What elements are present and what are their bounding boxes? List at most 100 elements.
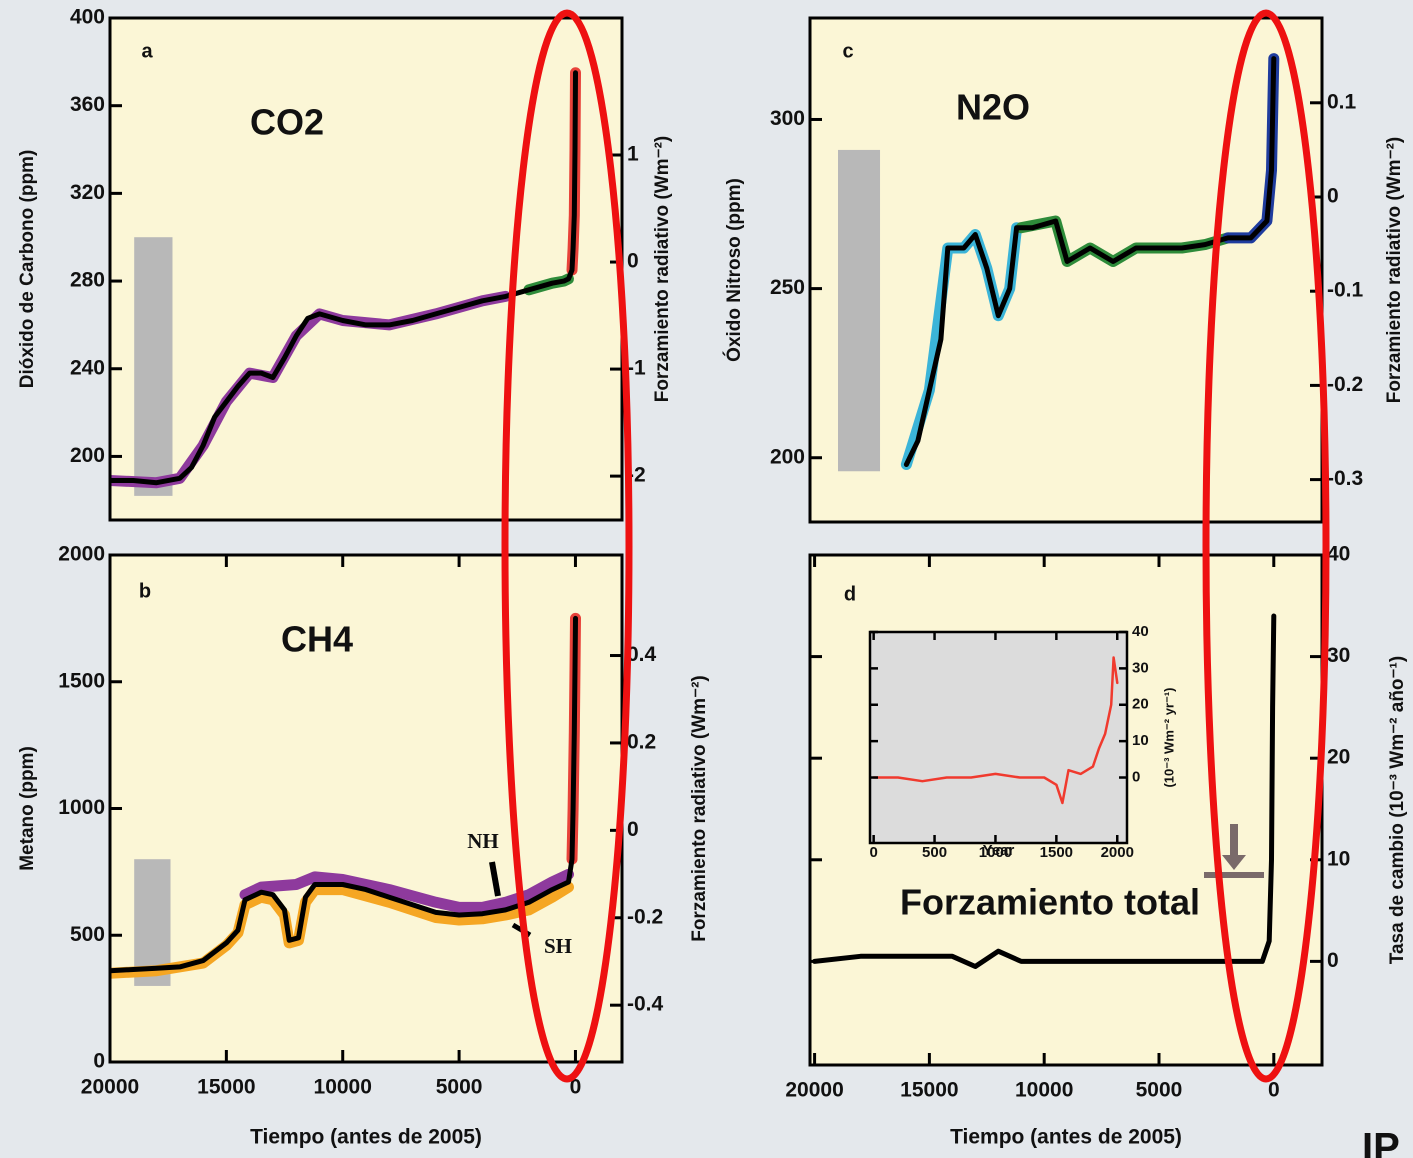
x-axis-label: Tiempo (antes de 2005): [950, 1126, 1182, 1149]
y-tick-label: 300: [770, 107, 805, 130]
x-tick-label: 15000: [900, 1079, 958, 1102]
y-tick-label: 400: [70, 6, 105, 29]
y2-tick-label: 1: [627, 143, 639, 166]
y-axis-label: Óxido Nitroso (ppm): [723, 178, 745, 362]
x-tick-label: 10000: [1015, 1079, 1073, 1102]
panel-label: d: [844, 583, 856, 605]
y2-tick-label: -0.1: [1327, 279, 1364, 302]
x-tick-label: 20000: [81, 1076, 139, 1099]
data-line: [239, 868, 574, 913]
y2-axis-label: Forzamiento radiativo (Wm⁻²): [652, 136, 673, 403]
y-tick-label: 2000: [58, 543, 105, 566]
y2-tick-label: 20: [1327, 746, 1350, 769]
panel-label: b: [139, 580, 151, 602]
y2-tick-label: 0: [1327, 949, 1339, 972]
x-tick-label: 1000: [979, 844, 1012, 861]
annotation: NH: [467, 829, 499, 853]
x-tick-label: 2000: [1101, 844, 1134, 861]
y-axis-label: Dióxido de Carbono (ppm): [17, 150, 38, 389]
y2-axis-label: Tasa de cambio (10⁻³ Wm⁻² año⁻¹): [1387, 656, 1408, 964]
y2-tick-label: 40: [1327, 543, 1350, 566]
y2-tick-label: 10: [1132, 732, 1149, 749]
y2-tick-label: 0: [627, 250, 639, 273]
y2-tick-label: 0: [1327, 185, 1339, 208]
panel-label: a: [141, 40, 153, 62]
x-tick-label: 0: [1268, 1079, 1280, 1102]
y2-axis-label: Forzamiento radiativo (Wm⁻²): [689, 675, 710, 942]
overlay: [489, 9, 1330, 1083]
plot-frame: [808, 553, 1324, 1067]
panel-label: c: [842, 40, 853, 62]
y2-tick-label: 0: [627, 818, 639, 841]
x-tick-label: 500: [922, 844, 947, 861]
y-tick-label: 1500: [58, 669, 105, 692]
y2-tick-label: 40: [1132, 623, 1149, 640]
y2-tick-label: 10: [1327, 847, 1350, 870]
y-tick-label: 250: [770, 276, 805, 299]
series-group: [872, 656, 1119, 805]
x-tick-label: 5000: [1136, 1079, 1183, 1102]
x-tick-label: 15000: [197, 1076, 255, 1099]
plot-area: [870, 632, 1127, 843]
data-line: [110, 615, 578, 974]
annotation: SH: [544, 934, 572, 958]
data-line: [872, 656, 1119, 805]
series-group: [110, 612, 581, 979]
y2-tick-label: -0.3: [1327, 467, 1363, 490]
highlight-ellipse: [1202, 9, 1330, 1083]
y2-tick-label: 0.4: [627, 643, 657, 666]
y2-axis-label: (10⁻³ Wm⁻² yr⁻¹): [1161, 687, 1176, 787]
shaded-range: [838, 149, 881, 472]
plot-area: [110, 18, 622, 520]
data-line: [903, 56, 1277, 467]
x-tick-label: 0: [570, 1076, 582, 1099]
y-tick-label: 500: [70, 923, 105, 946]
x-axis-label: Tiempo (antes de 2005): [250, 1126, 482, 1149]
y-tick-label: 1000: [58, 796, 105, 819]
x-tick-label: 0: [869, 844, 877, 861]
y2-tick-label: 20: [1132, 696, 1149, 713]
y2-tick-label: 30: [1327, 644, 1350, 667]
y2-tick-label: 0: [1132, 768, 1140, 785]
y2-tick-label: -0.2: [1327, 373, 1363, 396]
plot-area: [810, 18, 1322, 522]
plot-area: [110, 555, 622, 1062]
panel-title: CH4: [281, 619, 353, 660]
panel-title: Forzamiento total: [900, 882, 1200, 923]
y2-tick-label: 30: [1132, 659, 1149, 676]
series-group: [812, 613, 1277, 969]
x-tick-label: 10000: [314, 1076, 372, 1099]
x-tick-label: 5000: [436, 1076, 483, 1099]
shaded-range: [134, 237, 173, 496]
y-tick-label: 0: [93, 1050, 105, 1073]
panel-title: N2O: [956, 87, 1030, 128]
y2-tick-label: -0.2: [627, 905, 663, 928]
y-tick-label: 360: [70, 93, 105, 116]
plot-frame: [868, 630, 1129, 845]
nh-pointer: [489, 861, 501, 897]
y-tick-label: 280: [70, 269, 105, 292]
x-axis-label: Year: [983, 842, 1015, 859]
y2-axis-label: Forzamiento radiativo (Wm⁻²): [1384, 137, 1405, 404]
panel-title: CO2: [250, 102, 324, 143]
y-tick-label: 200: [70, 444, 105, 467]
data-line: [812, 613, 1277, 969]
series-group: [900, 53, 1280, 470]
y-tick-label: 200: [770, 445, 805, 468]
plot-frame: [808, 16, 1324, 524]
y-axis-label: Metano (ppm): [17, 746, 38, 871]
y-tick-label: 320: [70, 181, 105, 204]
y2-tick-label: -1: [627, 357, 646, 380]
x-tick-label: 20000: [785, 1079, 843, 1102]
x-tick-label: 1500: [1040, 844, 1073, 861]
arrow-head: [1222, 855, 1246, 870]
y2-tick-label: 0.1: [1327, 90, 1357, 113]
highlight-ellipse: [501, 9, 633, 1083]
data-line: [110, 70, 578, 486]
corner-text: IP: [1362, 1126, 1400, 1158]
y2-tick-label: 0.2: [627, 730, 656, 753]
y-tick-label: 240: [70, 356, 105, 379]
